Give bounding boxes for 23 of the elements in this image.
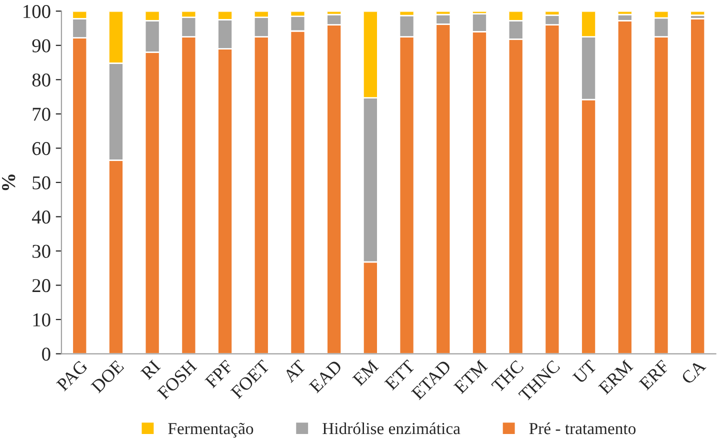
y-tick-label: 20 bbox=[32, 279, 50, 292]
y-tick-label: 60 bbox=[32, 142, 50, 156]
y-tick-label: 0 bbox=[42, 348, 50, 361]
y-tick-label: 30 bbox=[32, 244, 50, 258]
y-tick-label: 90 bbox=[32, 39, 50, 52]
legend-label: Pré - tratamento bbox=[529, 422, 636, 434]
y-tick-label: 50 bbox=[32, 176, 50, 190]
legend-label: Fermentação bbox=[168, 422, 254, 438]
y-tick-label: 80 bbox=[32, 73, 50, 87]
y-tick-label: 70 bbox=[32, 108, 50, 121]
y-tick-label: 40 bbox=[32, 210, 50, 224]
x-tick-label: CA bbox=[680, 359, 706, 385]
x-tick-label: AT bbox=[282, 359, 306, 383]
x-tick-label: PAG bbox=[56, 359, 88, 392]
x-tick-label: FPF bbox=[204, 360, 234, 388]
x-tick-label: EM bbox=[352, 360, 379, 386]
x-tick-label: UT bbox=[572, 359, 598, 384]
bar bbox=[690, 11, 706, 16]
y-tick-label: 10 bbox=[33, 313, 50, 326]
y-axis-title: % bbox=[2, 174, 16, 190]
bar bbox=[690, 18, 706, 354]
y-tick-label: 100 bbox=[24, 4, 50, 18]
legend-label: Hidrólise enzimática bbox=[322, 422, 460, 434]
